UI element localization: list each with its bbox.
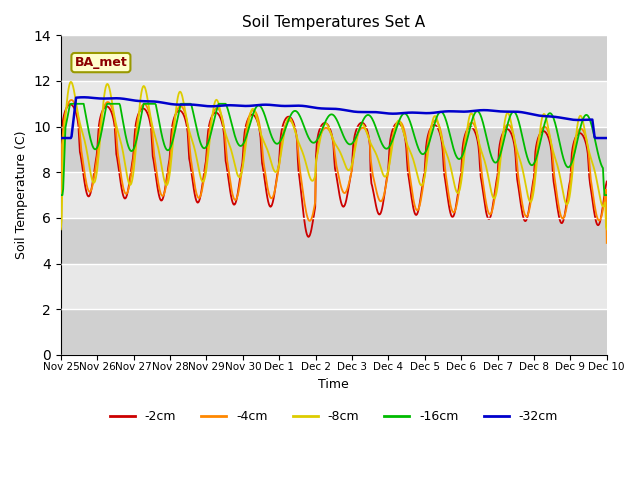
Legend: -2cm, -4cm, -8cm, -16cm, -32cm: -2cm, -4cm, -8cm, -16cm, -32cm	[104, 406, 563, 429]
Title: Soil Temperatures Set A: Soil Temperatures Set A	[243, 15, 426, 30]
Bar	[61, 127, 607, 172]
Bar	[61, 36, 607, 81]
Y-axis label: Soil Temperature (C): Soil Temperature (C)	[15, 131, 28, 259]
X-axis label: Time: Time	[319, 378, 349, 391]
Text: BA_met: BA_met	[74, 56, 127, 69]
Bar	[61, 218, 607, 264]
Bar	[61, 309, 607, 355]
